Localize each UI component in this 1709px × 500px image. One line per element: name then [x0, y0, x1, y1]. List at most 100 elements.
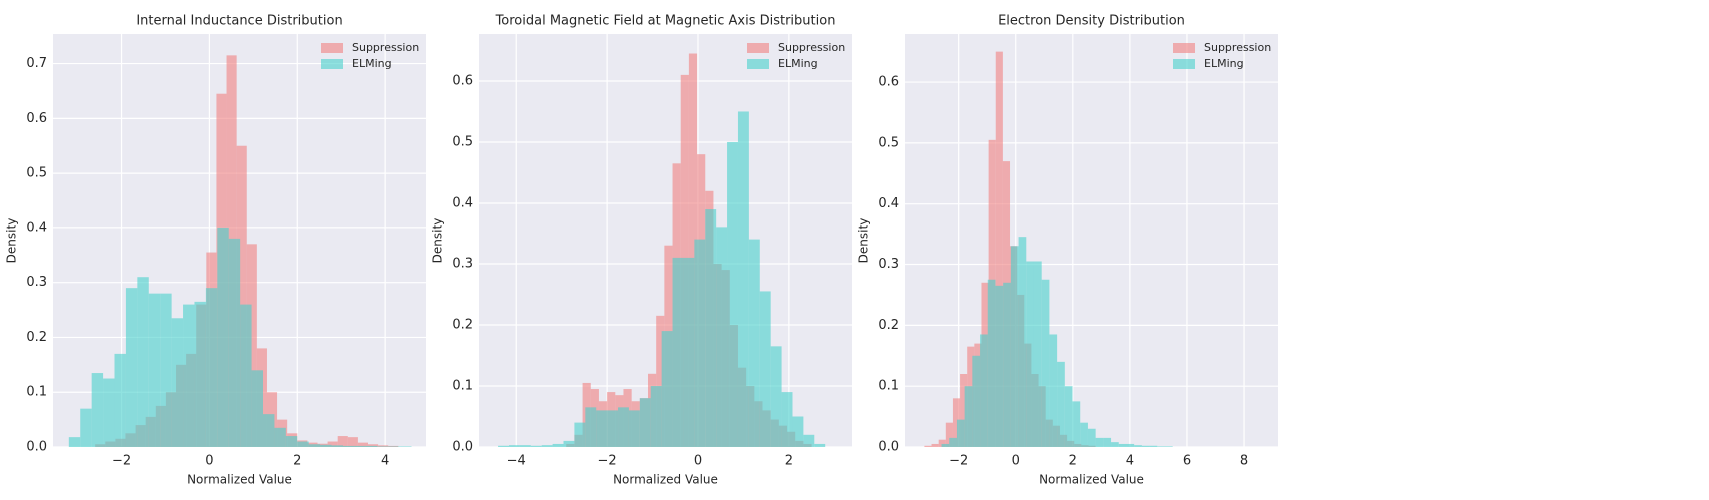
x-tick-label: 0	[1012, 454, 1020, 469]
legend-label: Suppression	[778, 41, 845, 54]
histogram-bar	[1111, 442, 1119, 447]
legend-swatch	[1173, 43, 1195, 53]
histogram-bar	[1118, 443, 1127, 447]
y-tick-label: 0.1	[26, 385, 47, 400]
x-tick-label: 2	[1069, 454, 1077, 469]
histogram-bar	[683, 257, 695, 447]
histogram-bar	[596, 410, 608, 447]
histogram-bar	[945, 422, 953, 447]
histogram-bar	[331, 445, 343, 447]
x-tick-label: 2	[293, 454, 301, 469]
y-tick-label: 0.0	[452, 440, 473, 455]
histogram-bar	[519, 445, 531, 447]
legend-label: ELMing	[352, 57, 392, 70]
histogram-bar	[114, 353, 126, 447]
histogram-bar	[80, 408, 92, 447]
histogram-bar	[552, 443, 564, 447]
histogram-bar	[661, 331, 673, 447]
histogram-bar	[1126, 443, 1135, 447]
histogram-bar	[342, 445, 355, 447]
x-tick-label: 2	[785, 454, 793, 469]
histogram-bar	[688, 53, 698, 447]
histogram-bar	[1033, 261, 1042, 447]
histogram-bar	[563, 440, 575, 447]
histogram-bar	[1072, 401, 1081, 447]
histogram-bar	[960, 374, 968, 447]
histogram-bar	[125, 288, 138, 447]
y-axis-label: Density	[857, 218, 871, 264]
legend-swatch	[1173, 59, 1195, 69]
chart-title: Electron Density Distribution	[998, 14, 1185, 29]
histogram-bar	[400, 446, 412, 447]
histogram-bar	[530, 445, 542, 447]
histogram-bar	[995, 285, 1004, 447]
histogram-bar	[1026, 261, 1034, 447]
histogram-bar	[1041, 279, 1050, 447]
legend-swatch	[321, 59, 343, 69]
y-tick-label: 0.2	[878, 318, 899, 333]
histogram-bar	[1164, 446, 1173, 447]
y-tick-label: 0.3	[26, 275, 47, 290]
histogram-bar	[263, 414, 275, 447]
histogram-bar	[803, 434, 815, 447]
histogram-bar	[205, 288, 218, 447]
histogram-bar	[337, 436, 348, 447]
histogram-bar	[980, 334, 988, 447]
histogram-bar	[365, 445, 378, 447]
histogram-bar	[327, 441, 338, 447]
histogram-bar	[956, 419, 965, 447]
y-tick-label: 0.2	[26, 330, 47, 345]
y-tick-label: 0.2	[452, 317, 473, 332]
x-tick-label: −2	[112, 454, 131, 469]
histogram-bar	[1080, 422, 1088, 447]
chart-title: Toroidal Magnetic Field at Magnetic Axis…	[495, 14, 836, 29]
x-tick-label: 4	[381, 454, 389, 469]
histogram-bar	[941, 443, 950, 447]
x-axis-label: Normalized Value	[187, 473, 292, 487]
y-axis-label: Density	[5, 218, 19, 264]
legend-label: Suppression	[1204, 41, 1271, 54]
histogram-bar	[938, 439, 946, 447]
histogram-bar	[137, 277, 149, 447]
histogram-bar	[748, 239, 760, 447]
histogram-bar	[672, 257, 684, 447]
legend-swatch	[321, 43, 343, 53]
histogram-bar	[160, 293, 172, 447]
histogram-bar	[354, 445, 366, 447]
histogram-bar	[737, 111, 749, 448]
x-tick-label: 4	[1126, 454, 1134, 469]
y-tick-label: 0.6	[26, 111, 47, 126]
histogram-bar	[103, 378, 115, 447]
x-tick-label: −4	[507, 454, 526, 469]
histogram-bar	[1103, 437, 1112, 447]
histogram-bar	[964, 386, 973, 447]
legend-label: ELMing	[1204, 57, 1244, 70]
histogram-bar	[759, 291, 771, 447]
y-tick-label: 0.5	[26, 166, 47, 181]
histogram-bar	[347, 437, 358, 447]
histogram-bar	[628, 410, 640, 447]
histogram-bar	[814, 443, 826, 447]
histogram-bar	[508, 445, 520, 447]
y-tick-label: 0.0	[26, 440, 47, 455]
histogram-bar	[716, 227, 728, 447]
histogram-bar	[308, 444, 321, 447]
histogram-bar	[1049, 334, 1058, 447]
x-tick-label: −2	[949, 454, 968, 469]
histogram-bar	[251, 370, 264, 447]
histogram-bar	[68, 437, 81, 447]
y-tick-label: 0.4	[452, 195, 473, 210]
y-tick-label: 0.5	[452, 134, 473, 149]
histogram-bar	[388, 446, 401, 447]
legend-swatch	[747, 43, 769, 53]
y-tick-label: 0.5	[878, 135, 899, 150]
histogram-bar	[770, 346, 782, 447]
histogram-bar	[949, 437, 957, 447]
subplot: 0.0 0.1 0.2 0.3 0.4 0.5 0.6 0.7 −2 0 2 4 Internal In…	[5, 14, 426, 487]
histogram-bar	[274, 427, 286, 447]
histogram-bar	[377, 446, 389, 447]
y-tick-label: 0.7	[26, 56, 47, 71]
histogram-bar	[656, 315, 665, 447]
histogram-bar	[285, 436, 298, 447]
